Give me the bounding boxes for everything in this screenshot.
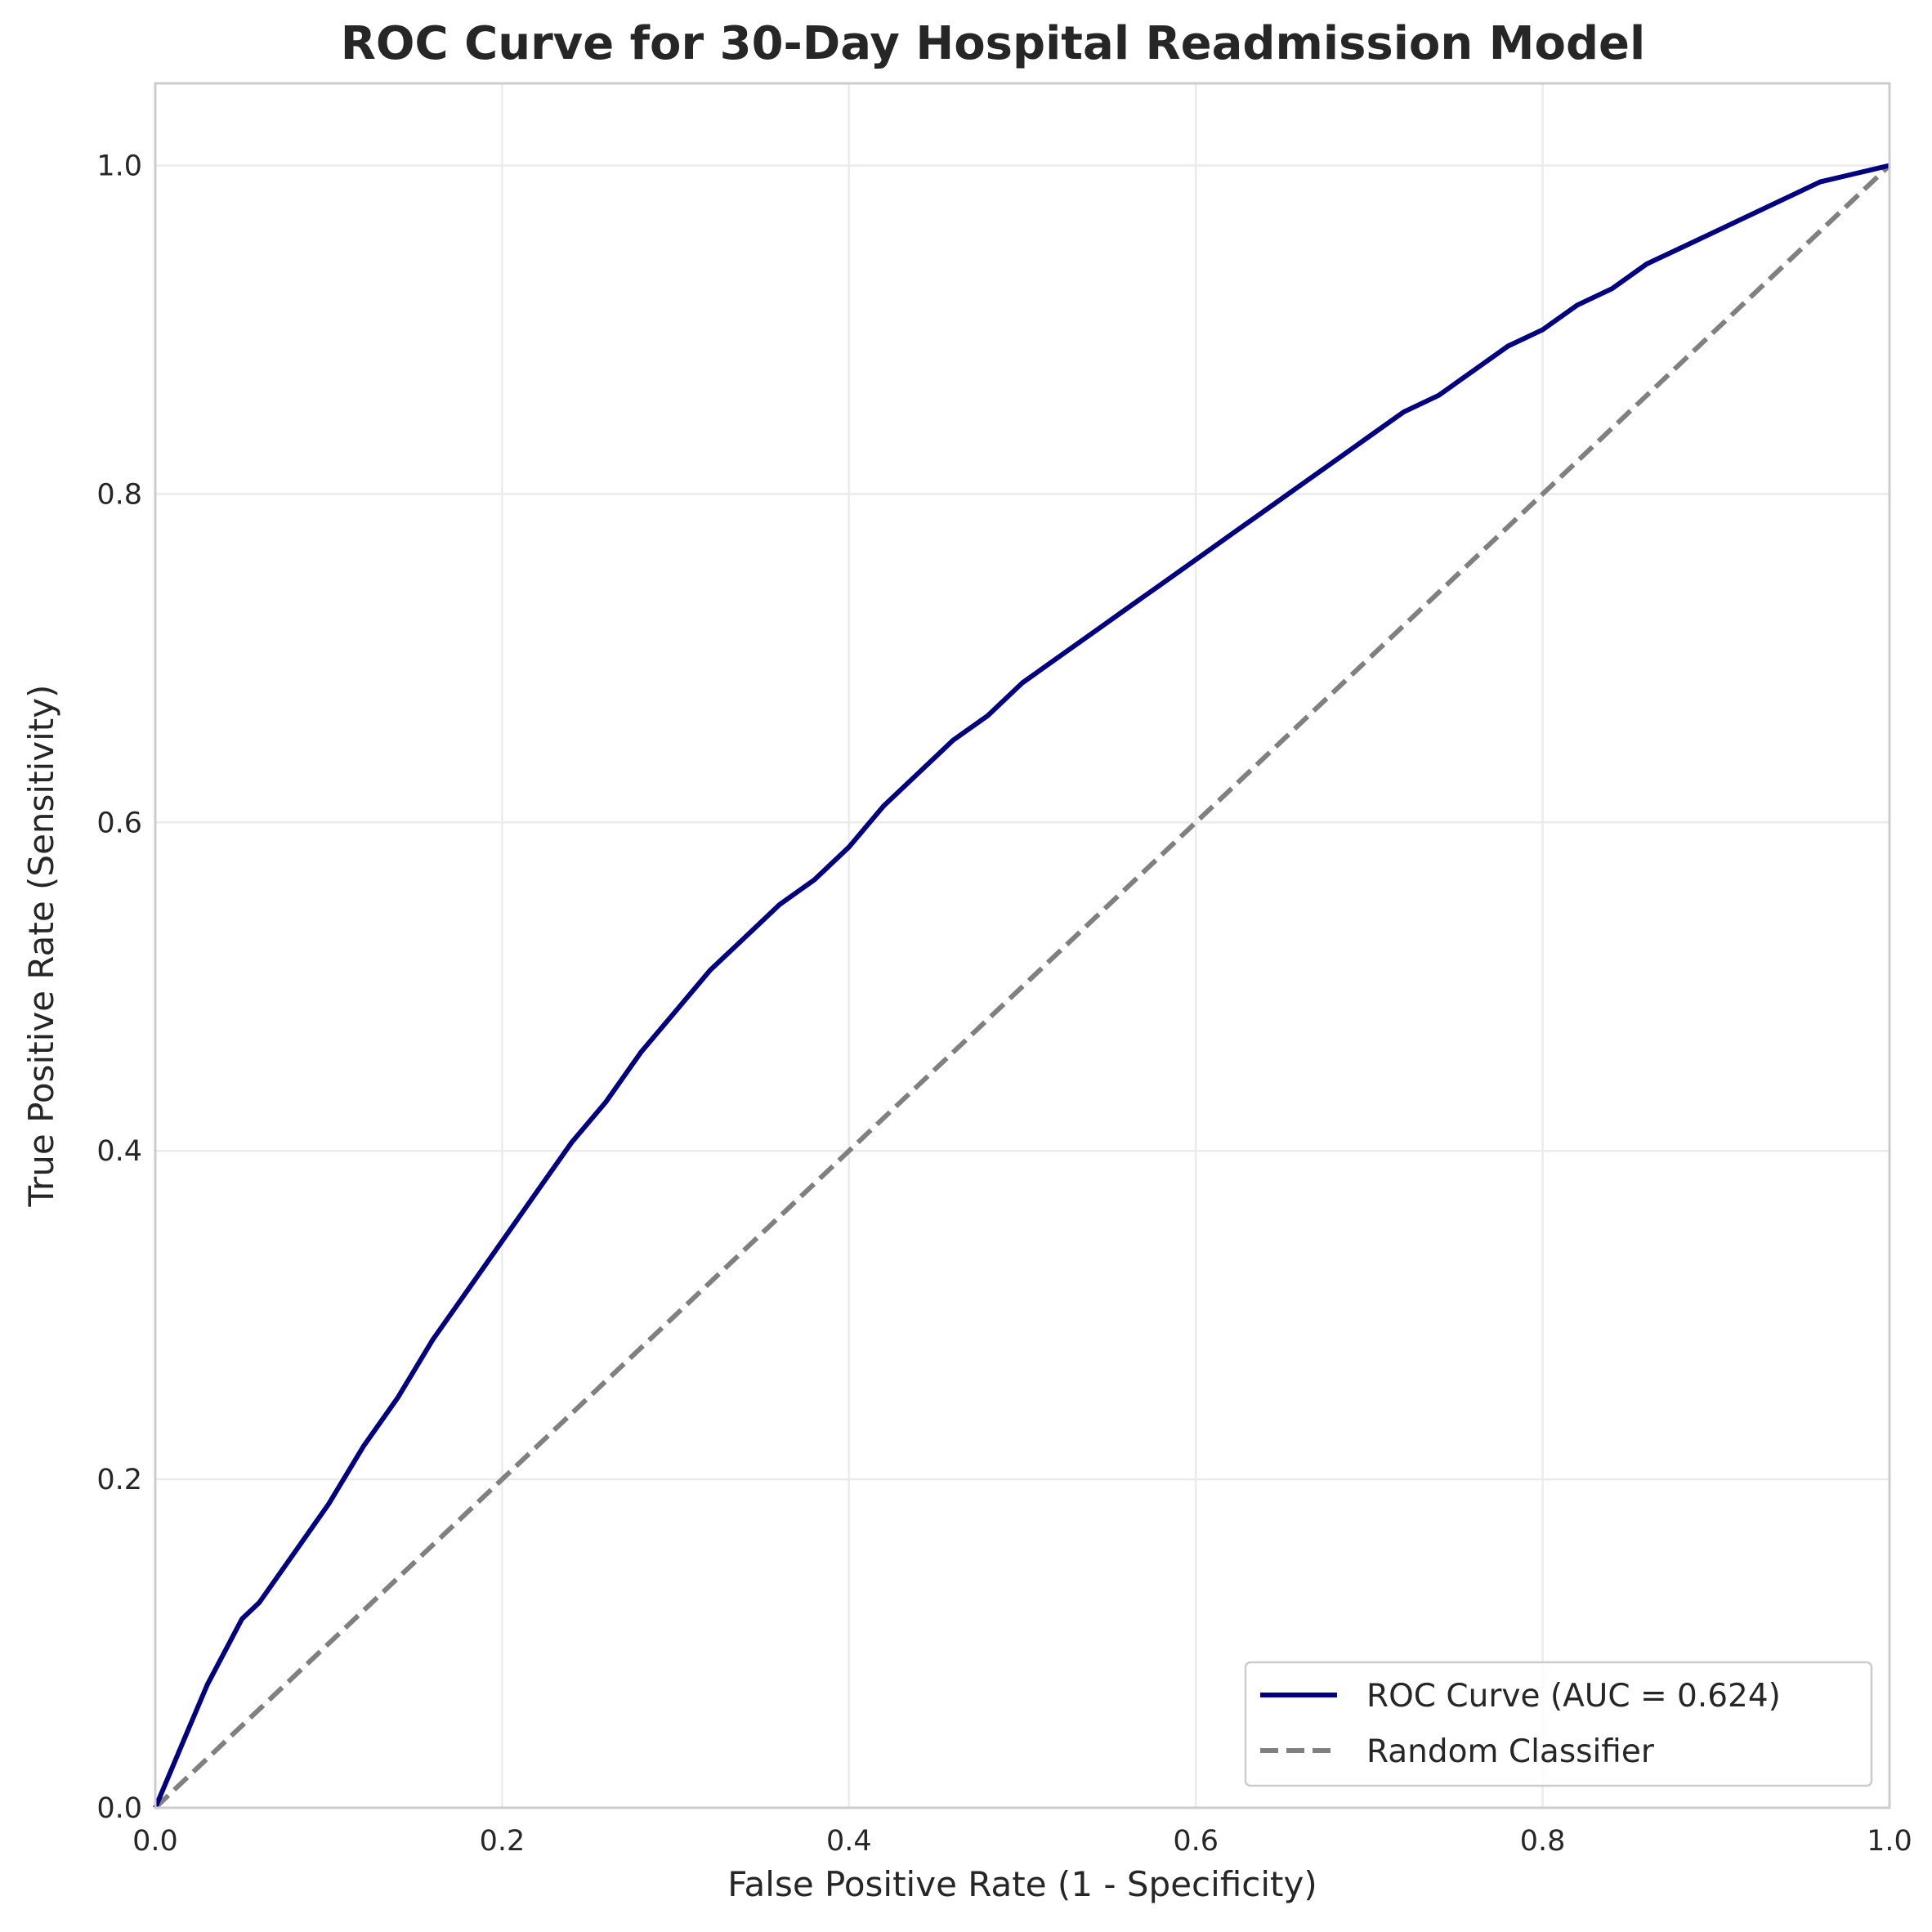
series-layer <box>153 163 1892 1810</box>
y-tick-label: 0.6 <box>96 807 142 839</box>
roc-curve-line <box>153 163 1890 1809</box>
y-tick-label: 0.8 <box>96 478 142 511</box>
tick-labels: 0.0 0.2 0.4 0.6 0.8 1.0 0.0 0.2 0.4 0.6 0.8 1.0 <box>96 150 1912 1858</box>
plot-frame <box>154 82 1891 1809</box>
chart-title: ROC Curve for 30-Day Hospital Readmissio… <box>341 17 1645 70</box>
random-classifier-line <box>153 163 1892 1810</box>
legend-box <box>1244 1661 1873 1787</box>
y-tick-label: 0.4 <box>96 1135 142 1168</box>
legend: ROC Curve (AUC = 0.624) Random Classifie… <box>1244 1661 1873 1787</box>
x-tick-label: 0.0 <box>132 1825 178 1858</box>
legend-random-label: Random Classifier <box>1366 1733 1655 1770</box>
x-tick-label: 1.0 <box>1867 1825 1912 1858</box>
x-tick-label: 0.6 <box>1173 1825 1219 1858</box>
y-tick-label: 0.0 <box>96 1792 142 1825</box>
x-axis-label: False Positive Rate (1 - Specificity) <box>727 1864 1317 1904</box>
x-tick-label: 0.4 <box>826 1825 872 1858</box>
legend-roc-label: ROC Curve (AUC = 0.624) <box>1366 1678 1781 1715</box>
y-tick-label: 1.0 <box>96 150 142 182</box>
y-tick-label: 0.2 <box>96 1464 142 1496</box>
x-tick-label: 0.2 <box>480 1825 525 1858</box>
x-tick-label: 0.8 <box>1520 1825 1566 1858</box>
y-axis-label: True Positive Rate (Sensitivity) <box>21 685 61 1208</box>
grid <box>154 83 1891 1809</box>
